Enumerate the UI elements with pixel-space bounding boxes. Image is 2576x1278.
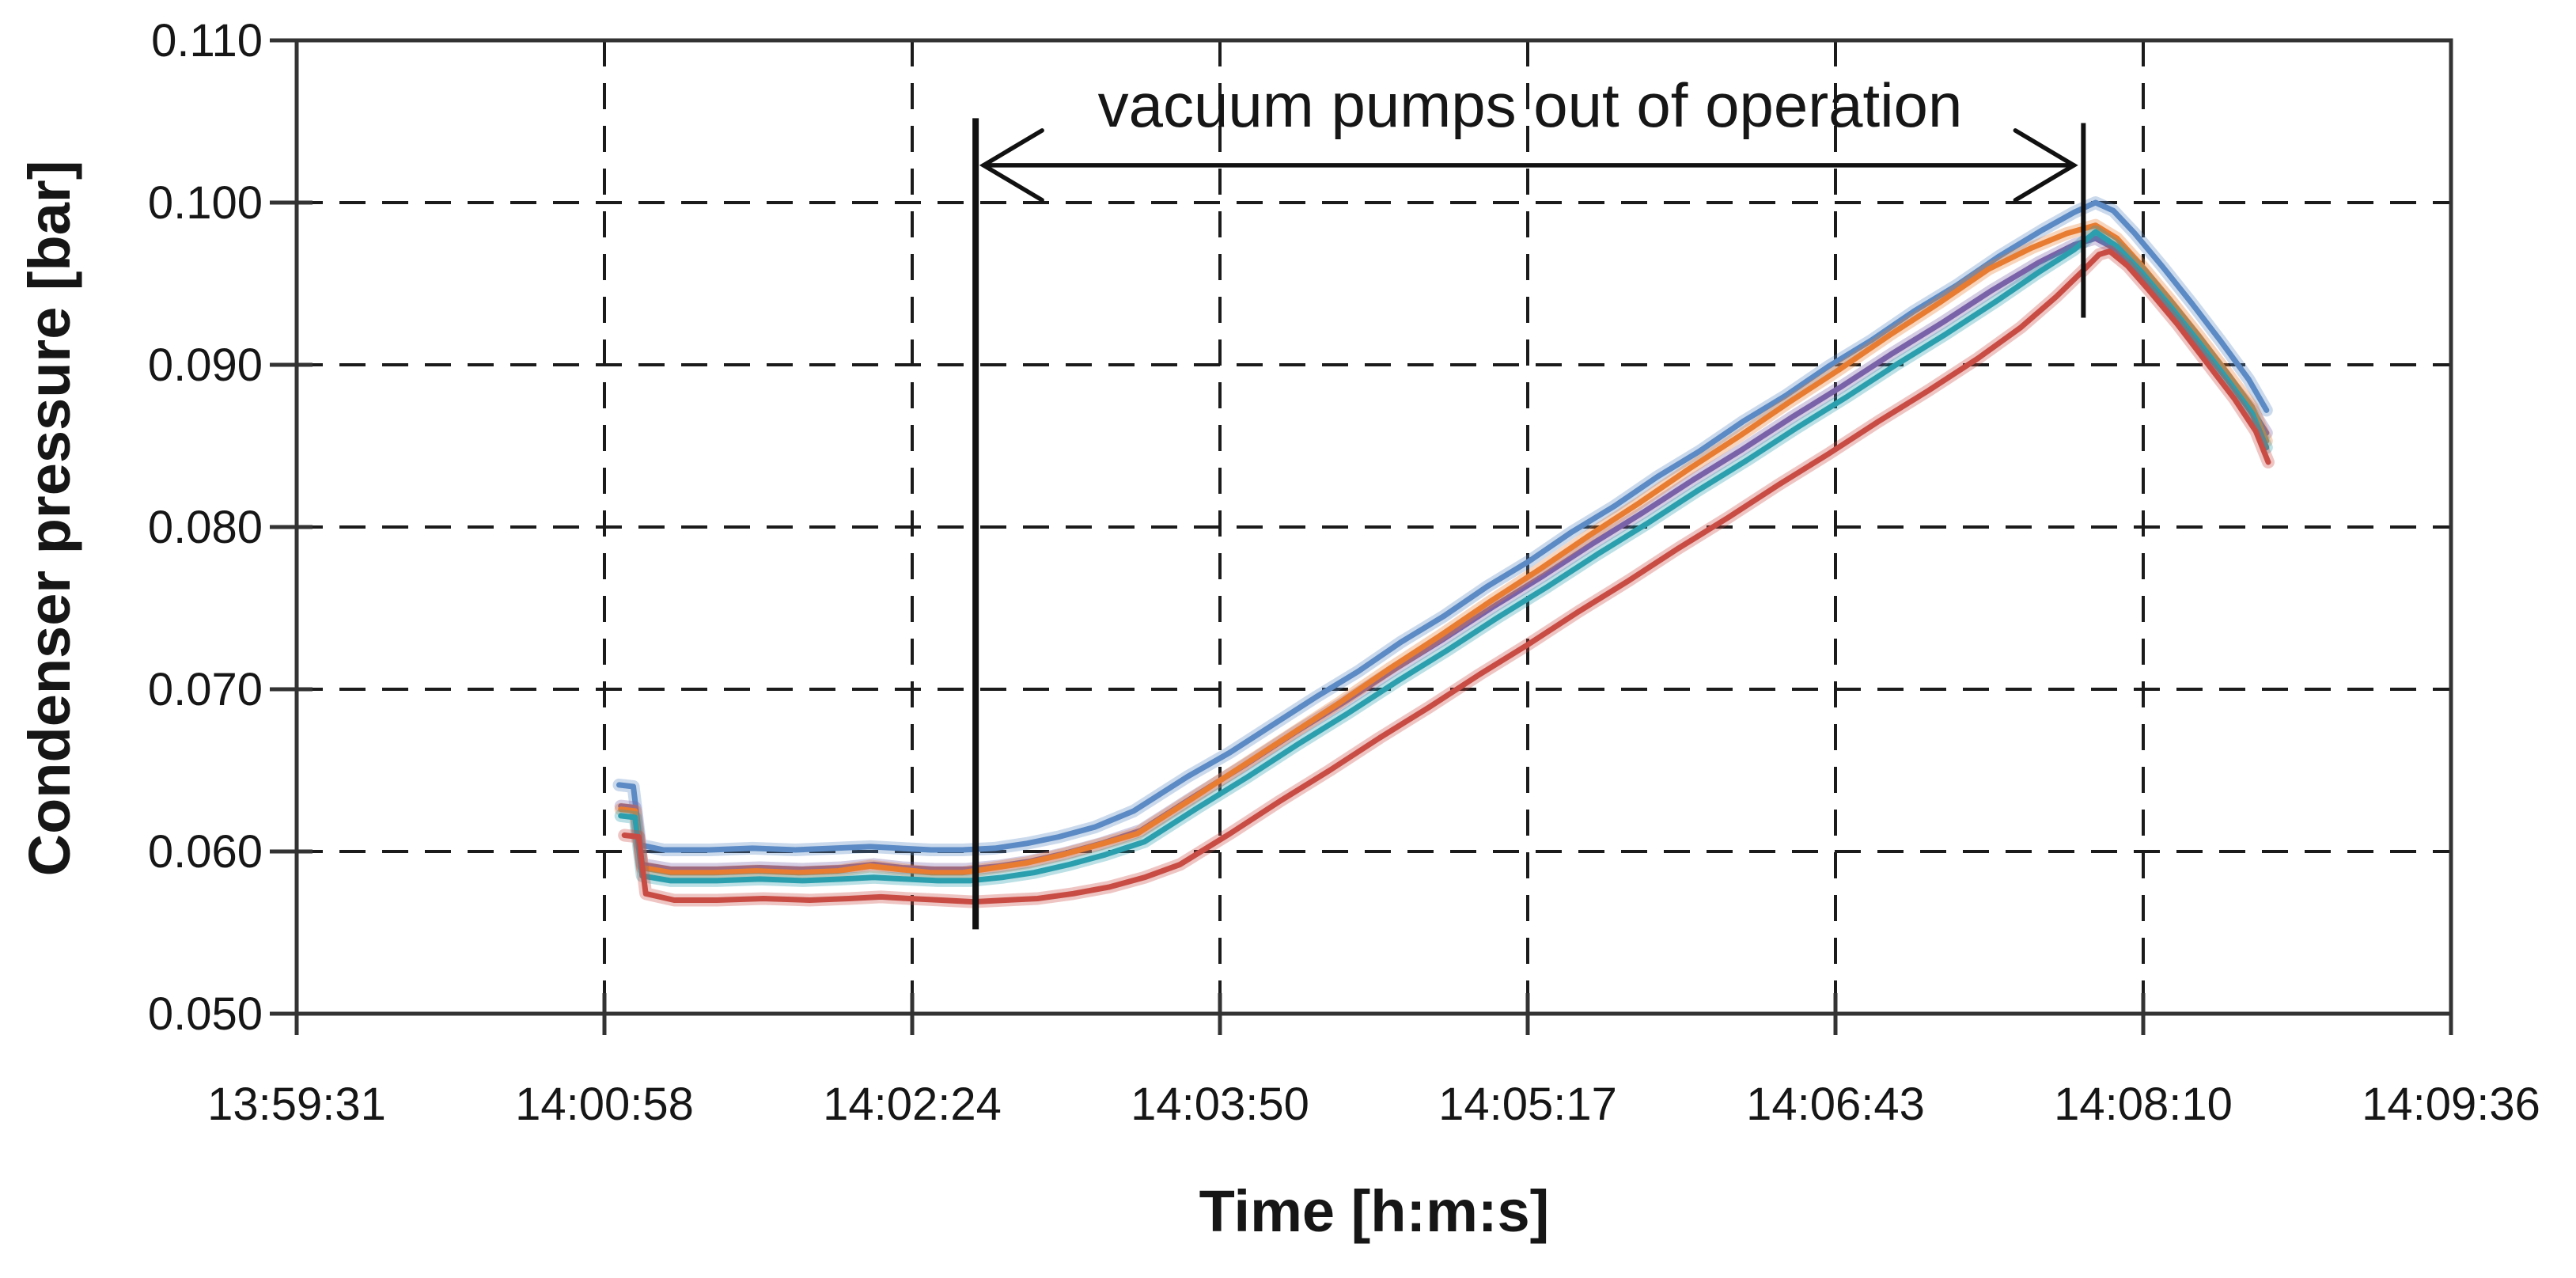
y-tick-label: 0.070 [148, 664, 263, 715]
x-tick-label: 14:03:50 [1131, 1079, 1309, 1130]
axis-ticks: 0.050 0.060 0.070 0.080 0.090 0.100 0.110 13:59… [148, 15, 2540, 1130]
y-tick-label: 0.050 [148, 988, 263, 1040]
series-halo-red [618, 245, 2275, 908]
series-line-red [621, 248, 2271, 905]
x-tick-label: 14:06:43 [1746, 1079, 1925, 1130]
annotation-label: vacuum pumps out of operation [1098, 70, 1963, 140]
x-tick-label: 14:02:24 [823, 1079, 1002, 1130]
x-tick-label: 14:00:58 [515, 1079, 694, 1130]
y-tick-label: 0.100 [148, 177, 263, 229]
y-tick-label: 0.110 [151, 15, 263, 66]
x-axis-title: Time [h:m:s] [1199, 1178, 1550, 1244]
double-arrow [979, 128, 2078, 203]
y-tick-label: 0.080 [148, 502, 263, 553]
series-line-orange [618, 222, 2270, 876]
series-line-teal [618, 229, 2270, 884]
gridlines [297, 40, 2451, 1014]
y-tick-label: 0.060 [148, 826, 263, 878]
y-tick-label: 0.090 [148, 339, 263, 391]
arrowhead-right [2013, 128, 2078, 203]
arrowhead-left [979, 128, 1044, 203]
x-tick-label: 14:05:17 [1438, 1079, 1617, 1130]
x-tick-label: 14:08:10 [2054, 1079, 2233, 1130]
annotation-group: vacuum pumps out of operation [972, 70, 2086, 930]
data-series [612, 196, 2275, 908]
axis-labels: Time [h:m:s] Condenser pressure [bar] [17, 161, 1549, 1244]
x-tick-label: 13:59:31 [207, 1079, 386, 1130]
y-axis-title: Condenser pressure [bar] [17, 161, 82, 877]
x-tick-label: 14:09:36 [2362, 1079, 2540, 1130]
